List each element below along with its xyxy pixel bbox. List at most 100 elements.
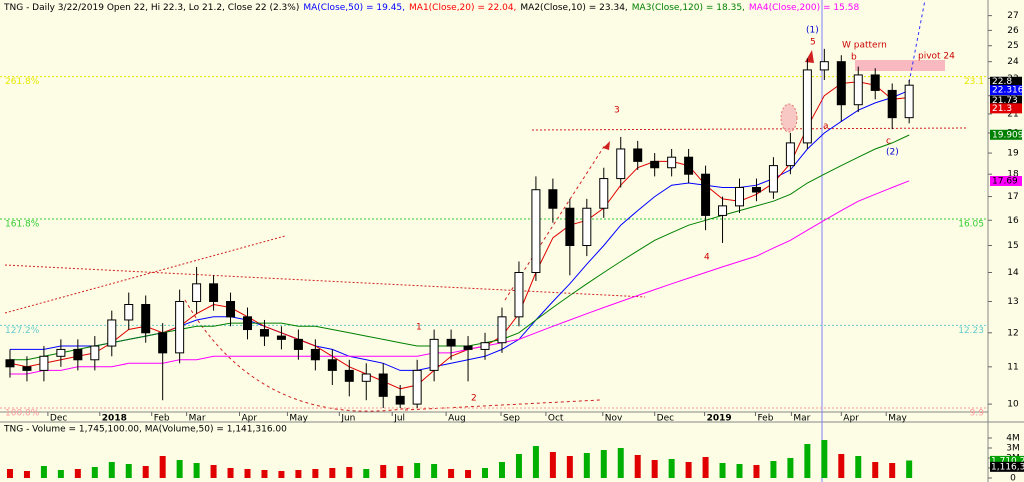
fib-value: 12.23 xyxy=(958,326,984,336)
y-tick-label: 14 xyxy=(1007,268,1019,278)
candle-body xyxy=(73,348,83,361)
volume-bar xyxy=(482,468,489,478)
volume-bar xyxy=(74,469,81,478)
candle-body xyxy=(39,355,49,371)
x-tick-label: Sep xyxy=(503,414,520,424)
volume-bar xyxy=(566,456,573,478)
price-label-box xyxy=(990,85,1022,96)
annotation: c xyxy=(886,137,891,147)
candle-body xyxy=(582,207,592,247)
volume-bar xyxy=(414,463,421,478)
volume-bar xyxy=(634,455,641,478)
header-item: MA3(Close,120) = 18.35, xyxy=(632,3,745,13)
candle-body xyxy=(463,345,473,350)
volume-bar xyxy=(278,471,285,478)
volume-header: TNG - Volume = 1,745,100.00, MA(Volume,5… xyxy=(3,425,287,435)
volume-bar xyxy=(91,467,98,478)
volume-bar xyxy=(736,464,743,478)
candle-body xyxy=(158,332,168,354)
annotation: 5 xyxy=(810,38,816,48)
candle-body xyxy=(293,338,303,350)
x-tick-label: Dec xyxy=(50,414,67,424)
volume-label: 1,710,20 xyxy=(991,456,1024,466)
candle-body xyxy=(667,156,677,169)
volume-tick-label: 0 xyxy=(1010,474,1016,482)
x-tick-label: Apr xyxy=(843,414,859,424)
x-tick-label: Dec xyxy=(657,414,674,424)
y-tick-label: 17 xyxy=(1007,192,1018,202)
volume-bar xyxy=(329,468,336,478)
candle-body xyxy=(497,316,507,344)
volume-bar xyxy=(651,460,658,478)
volume-bar xyxy=(702,457,709,478)
x-tick-label: May xyxy=(289,414,308,424)
volume-bar xyxy=(872,462,879,478)
y-tick-label: 19 xyxy=(1007,149,1019,159)
y-tick-label: 12 xyxy=(1007,328,1018,338)
volume-bar xyxy=(125,464,132,478)
fib-value: 23.1 xyxy=(964,77,984,87)
candle-body xyxy=(259,329,269,337)
pivot-zone xyxy=(855,60,945,71)
volume-bar xyxy=(889,463,896,478)
y-tick-label: 16 xyxy=(1007,216,1019,226)
volume-bar xyxy=(617,448,624,478)
candle-body xyxy=(531,189,541,273)
volume-label: 1,116,33 xyxy=(991,462,1024,472)
volume-bar xyxy=(787,458,794,478)
candle-body xyxy=(344,369,354,382)
volume-bar xyxy=(549,452,556,478)
x-tick-label: Feb xyxy=(757,414,773,424)
volume-bar xyxy=(753,465,760,478)
annotation: 3 xyxy=(614,106,620,116)
candle-body xyxy=(904,84,914,119)
volume-bar xyxy=(6,469,13,478)
candle-body xyxy=(378,373,388,397)
price-label-box xyxy=(990,103,1022,114)
volume-bar xyxy=(142,466,149,478)
volume-bar xyxy=(719,463,726,478)
candle-body xyxy=(616,148,626,180)
candle-body xyxy=(819,61,829,71)
x-tick-label: Aug xyxy=(448,414,466,424)
x-tick-label: Jul xyxy=(393,414,405,424)
y-tick-label: 10 xyxy=(1007,400,1019,410)
y-tick-label: 21 xyxy=(1007,109,1018,119)
x-tick-label: Oct xyxy=(548,414,564,424)
x-tick-label: 2018 xyxy=(102,414,127,424)
volume-bar xyxy=(295,470,302,478)
arrow xyxy=(603,141,610,150)
fib-value: 16.05 xyxy=(958,220,984,230)
resistance-line xyxy=(531,127,969,131)
candle-body xyxy=(192,283,202,302)
candle-body xyxy=(22,366,32,371)
y-tick-label: 11 xyxy=(1007,362,1018,372)
volume-bar xyxy=(108,462,115,478)
candle-body xyxy=(361,373,371,382)
candle-body xyxy=(412,369,422,405)
candle-body xyxy=(785,142,795,167)
annotation: 2 xyxy=(471,394,477,404)
annotation: b xyxy=(851,53,857,63)
volume-bar xyxy=(448,469,455,478)
x-tick-label: Mar xyxy=(793,414,810,424)
volume-bar xyxy=(600,450,607,478)
price-label-box xyxy=(990,95,1022,106)
candle-body xyxy=(548,189,558,209)
candle-body xyxy=(56,348,66,357)
volume-tick-label: 3M xyxy=(1006,444,1020,454)
volume-bar xyxy=(23,471,30,478)
candle-body xyxy=(599,178,609,209)
x-tick-label: Apr xyxy=(242,414,258,424)
volume-bar xyxy=(57,470,64,478)
header-item: MA1(Close,20) = 22.04, xyxy=(409,3,516,13)
candle-body xyxy=(141,304,151,334)
price-label: 19.9092 xyxy=(992,130,1024,140)
volume-label-box xyxy=(990,455,1024,466)
volume-bar xyxy=(583,453,590,478)
fib-label: 261.8% xyxy=(5,77,40,87)
ma-line xyxy=(10,180,910,375)
candle-body xyxy=(650,160,660,169)
labels: 101112131415161718192021222324252627Dec2… xyxy=(5,11,1024,482)
volume-bar xyxy=(159,456,166,478)
